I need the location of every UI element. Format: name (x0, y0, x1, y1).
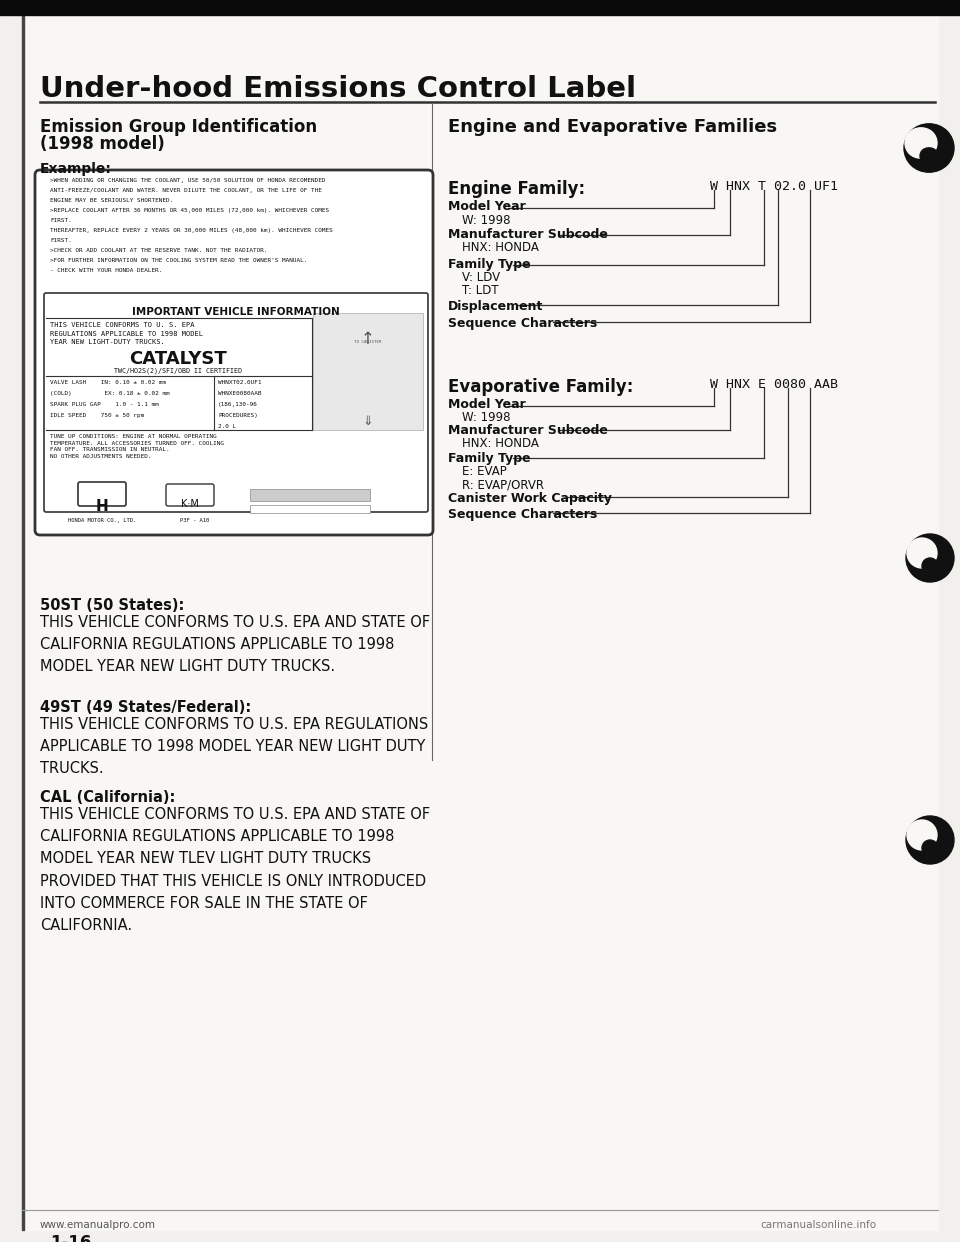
Text: IMPORTANT VEHICLE INFORMATION: IMPORTANT VEHICLE INFORMATION (132, 307, 340, 317)
Circle shape (906, 124, 954, 171)
Text: E: EVAP: E: EVAP (462, 465, 507, 478)
Text: ⇓: ⇓ (363, 415, 373, 428)
Text: ENGINE MAY BE SERIOUSLY SHORTENED.: ENGINE MAY BE SERIOUSLY SHORTENED. (50, 197, 173, 202)
Text: TUNE UP CONDITIONS: ENGINE AT NORMAL OPERATING
TEMPERATURE. ALL ACCESSORIES TURN: TUNE UP CONDITIONS: ENGINE AT NORMAL OPE… (50, 433, 224, 458)
Text: VALVE LASH    IN: 0.10 ± 0.02 mm: VALVE LASH IN: 0.10 ± 0.02 mm (50, 380, 166, 385)
Text: TWC/HO2S(2)/SFI/OBD II CERTIFIED: TWC/HO2S(2)/SFI/OBD II CERTIFIED (114, 366, 242, 374)
Text: FIRST.: FIRST. (50, 238, 72, 243)
Text: Under-hood Emissions Control Label: Under-hood Emissions Control Label (40, 75, 636, 103)
FancyBboxPatch shape (166, 484, 214, 505)
Text: CAL (California):: CAL (California): (40, 790, 176, 805)
Text: 2.0 L: 2.0 L (218, 424, 236, 428)
Text: K·M: K·M (181, 499, 199, 509)
Text: W: 1998: W: 1998 (462, 214, 511, 227)
Text: THIS VEHICLE CONFORMS TO U. S. EPA
REGULATIONS APPLICABLE TO 1998 MODEL
YEAR NEW: THIS VEHICLE CONFORMS TO U. S. EPA REGUL… (50, 322, 203, 345)
Circle shape (920, 148, 936, 164)
Circle shape (907, 538, 937, 568)
Circle shape (906, 534, 954, 582)
FancyBboxPatch shape (78, 482, 126, 505)
Text: THIS VEHICLE CONFORMS TO U.S. EPA AND STATE OF
CALIFORNIA REGULATIONS APPLICABLE: THIS VEHICLE CONFORMS TO U.S. EPA AND ST… (40, 615, 430, 674)
Text: 1-16: 1-16 (50, 1235, 91, 1242)
Circle shape (904, 124, 952, 171)
Circle shape (907, 820, 937, 850)
Bar (250, 489, 370, 501)
Text: PROCEDURES): PROCEDURES) (218, 414, 258, 419)
Text: carmanualsonline.info: carmanualsonline.info (760, 1220, 876, 1230)
Circle shape (922, 148, 938, 164)
Text: ANTI-FREEZE/COOLANT AND WATER. NEVER DILUTE THE COOLANT, OR THE LIFE OF THE: ANTI-FREEZE/COOLANT AND WATER. NEVER DIL… (50, 188, 322, 193)
Text: Family Type: Family Type (448, 258, 531, 271)
Text: W: 1998: W: 1998 (462, 411, 511, 424)
Text: >REPLACE COOLANT AFTER 36 MONTHS OR 45,000 MILES (72,000 km). WHICHEVER COMES: >REPLACE COOLANT AFTER 36 MONTHS OR 45,0… (50, 207, 329, 212)
Text: >FOR FURTHER INFORMATION ON THE COOLING SYSTEM READ THE OWNER'S MANUAL.: >FOR FURTHER INFORMATION ON THE COOLING … (50, 258, 307, 263)
Text: WHNXE0080AAB: WHNXE0080AAB (218, 391, 261, 396)
Text: Sequence Characters: Sequence Characters (448, 317, 597, 330)
Text: THEREAFTER, REPLACE EVERY 2 YEARS OR 30,000 MILES (48,000 km). WHICHEVER COMES: THEREAFTER, REPLACE EVERY 2 YEARS OR 30,… (50, 229, 333, 233)
Text: H: H (96, 499, 108, 514)
Text: R: EVAP/ORVR: R: EVAP/ORVR (462, 478, 544, 491)
Text: Manufacturer Subcode: Manufacturer Subcode (448, 229, 608, 241)
Text: (186,130-96: (186,130-96 (218, 402, 258, 407)
Text: Engine Family:: Engine Family: (448, 180, 586, 197)
Bar (22, 15, 24, 1230)
Circle shape (922, 558, 938, 574)
Text: HNX: HONDA: HNX: HONDA (462, 241, 539, 255)
Text: Emission Group Identification: Emission Group Identification (40, 118, 317, 137)
Text: WHNXT02.0UF1: WHNXT02.0UF1 (218, 380, 261, 385)
Text: >CHECK OR ADD COOLANT AT THE RESERVE TANK. NOT THE RADIATOR.: >CHECK OR ADD COOLANT AT THE RESERVE TAN… (50, 248, 268, 253)
Text: TO CANISTER: TO CANISTER (354, 340, 382, 344)
Text: (COLD)         EX: 0.18 ± 0.02 mm: (COLD) EX: 0.18 ± 0.02 mm (50, 391, 170, 396)
Text: T: LDT: T: LDT (462, 284, 498, 297)
Bar (313, 313, 423, 430)
Text: SPARK PLUG GAP    1.0 - 1.1 mm: SPARK PLUG GAP 1.0 - 1.1 mm (50, 402, 158, 407)
Text: Model Year: Model Year (448, 200, 526, 212)
Text: W HNX T 02.0 UF1: W HNX T 02.0 UF1 (710, 180, 838, 193)
Text: Engine and Evaporative Families: Engine and Evaporative Families (448, 118, 778, 137)
Text: - CHECK WITH YOUR HONDA DEALER.: - CHECK WITH YOUR HONDA DEALER. (50, 268, 162, 273)
Circle shape (905, 128, 935, 158)
Text: Canister Work Capacity: Canister Work Capacity (448, 492, 612, 505)
Text: Evaporative Family:: Evaporative Family: (448, 378, 634, 396)
Text: Manufacturer Subcode: Manufacturer Subcode (448, 424, 608, 437)
Text: HNX: HONDA: HNX: HONDA (462, 437, 539, 450)
Text: www.emanualpro.com: www.emanualpro.com (40, 1220, 156, 1230)
Text: FIRST.: FIRST. (50, 219, 72, 224)
FancyBboxPatch shape (35, 170, 433, 535)
Text: P3F - A10: P3F - A10 (180, 518, 209, 523)
Text: THIS VEHICLE CONFORMS TO U.S. EPA AND STATE OF
CALIFORNIA REGULATIONS APPLICABLE: THIS VEHICLE CONFORMS TO U.S. EPA AND ST… (40, 807, 430, 933)
FancyBboxPatch shape (44, 293, 428, 512)
Text: 49ST (49 States/Federal):: 49ST (49 States/Federal): (40, 700, 252, 715)
Text: Model Year: Model Year (448, 397, 526, 411)
Text: Sequence Characters: Sequence Characters (448, 508, 597, 520)
Text: V: LDV: V: LDV (462, 271, 500, 284)
Text: 50ST (50 States):: 50ST (50 States): (40, 597, 184, 614)
Text: Example:: Example: (40, 161, 112, 176)
Bar (250, 505, 370, 513)
Text: HONDA MOTOR CO., LTD.: HONDA MOTOR CO., LTD. (68, 518, 136, 523)
Circle shape (906, 816, 954, 864)
Text: (1998 model): (1998 model) (40, 135, 165, 153)
Circle shape (907, 128, 937, 158)
Circle shape (922, 840, 938, 856)
Text: IDLE SPEED    750 ± 50 rpm: IDLE SPEED 750 ± 50 rpm (50, 414, 144, 419)
Text: ↑: ↑ (361, 330, 375, 348)
Text: Displacement: Displacement (448, 301, 543, 313)
Text: Family Type: Family Type (448, 452, 531, 465)
Text: THIS VEHICLE CONFORMS TO U.S. EPA REGULATIONS
APPLICABLE TO 1998 MODEL YEAR NEW : THIS VEHICLE CONFORMS TO U.S. EPA REGULA… (40, 717, 428, 776)
Text: CATALYST: CATALYST (130, 350, 227, 368)
Bar (0, 0, 960, 15)
Text: >WHEN ADDING OR CHANGING THE COOLANT, USE 50/50 SOLUTION OF HONDA RECOMENDED: >WHEN ADDING OR CHANGING THE COOLANT, US… (50, 178, 325, 183)
Text: W HNX E 0080 AAB: W HNX E 0080 AAB (710, 378, 838, 391)
